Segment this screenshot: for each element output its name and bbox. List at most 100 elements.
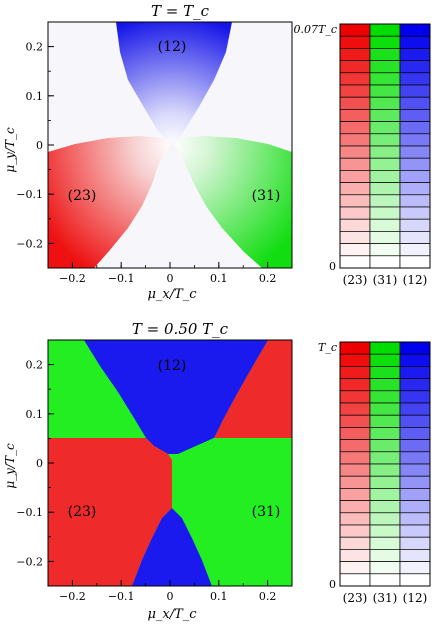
colorbar-cell [399,512,431,526]
colorbar-cell [399,218,431,232]
colorbar-cell [369,84,401,98]
colorbar-cell [399,206,431,220]
colorbar-cell [399,475,431,489]
panel-top: T = T_c −0.2 −0.1 0 0.1 0.2 0.2 0.1 0 −0.1 −0.2 (… [3,2,293,302]
region-23b-bottom [214,340,292,438]
x-tick-label: 0 [167,590,174,603]
colorbar-cell [339,451,371,465]
colorbar-cell [399,390,431,404]
colorbar-cell [399,439,431,453]
colorbar-min-label: 0 [329,578,336,591]
region-12b-bottom [132,508,212,586]
colorbar-cell [399,121,431,135]
region-label-23-top: (23) [68,188,97,204]
colorbar-cell [369,378,401,392]
colorbar-cell [339,145,371,159]
colorbar-cell [339,463,371,477]
y-tick-label: −0.1 [16,506,43,519]
colorbar-cell [399,255,431,269]
colorbar-cell [339,353,371,367]
region-31-top [174,136,292,268]
colorbar-cell [399,353,431,367]
y-tick-label: −0.1 [16,188,43,201]
colorbar-cell [399,60,431,74]
colorbar-cell [369,414,401,428]
x-tick-label: −0.2 [59,590,86,603]
ylabel-bottom: μ_y/T_c [3,443,17,489]
y-tick-label: −0.2 [16,237,43,250]
colorbar-cell [369,427,401,440]
colorbar-frame [339,341,431,587]
colorbar-cell [339,109,371,122]
colorbar-cell [369,475,401,489]
x-tick-label: −0.1 [108,272,135,285]
colorbar-cell [369,157,401,171]
colorbar-cell [369,206,401,220]
colorbar-cell [399,402,431,416]
colorbar-cell [369,353,401,367]
colorbar-cell [369,145,401,159]
colorbar-column-label: (12) [403,273,428,287]
colorbar-cell [399,573,431,587]
colorbar-cell [339,96,371,110]
y-tick-label: 0.2 [26,359,44,372]
colorbar-cell [369,561,401,575]
region-label-31-top: (31) [252,188,281,204]
colorbar-cell [399,48,431,61]
colorbar-max-label: 0.07T_c [294,23,338,36]
x-tick-label: 0.2 [259,272,277,285]
y-tick-label: 0.1 [26,408,44,421]
colorbar-cell [339,402,371,416]
colorbar-cell [339,243,371,257]
colorbar-cell [369,451,401,465]
colorbar-cell [339,536,371,550]
colorbar-cell [369,231,401,244]
colorbar-column-label: (31) [373,273,398,287]
colorbar-cell [369,488,401,501]
colorbar-cell [339,23,371,37]
colorbar-cell [369,182,401,196]
y-tick-label: −0.2 [16,555,43,568]
colorbar-cell [369,243,401,257]
colorbar-cell [369,23,401,37]
colorbar-cell [339,133,371,147]
colorbar-cell [369,366,401,379]
colorbar-cell [339,84,371,98]
colorbar-cell [399,488,431,501]
colorbar-cell [339,48,371,61]
colorbar-cell [399,72,431,86]
colorbar-cell [339,488,371,501]
y-tick-label: 0.2 [26,41,44,54]
colorbar-cell [339,170,371,183]
colorbar-cell [339,182,371,196]
colorbar-cell [339,255,371,269]
colorbar-cell [369,402,401,416]
colorbar-cell [339,60,371,74]
region-23-bottom [48,438,172,586]
colorbar-cell [369,121,401,135]
colorbar-cell [399,96,431,110]
colorbar-cell [399,341,431,355]
colorbar-cell [399,145,431,159]
colorbar-cell [339,194,371,208]
panel-top-title: T = T_c [151,2,210,20]
colorbar-cell [369,573,401,587]
colorbar-cell [399,182,431,196]
colorbar-cell [399,133,431,147]
x-tick-label: −0.1 [108,590,135,603]
colorbar-cell [339,218,371,232]
colorbar-cell [339,206,371,220]
colorbar-cell [399,35,431,49]
colorbar-cell [399,536,431,550]
region-label-31-bottom: (31) [252,504,281,520]
xlabel-bottom: μ_x/T_c [147,607,197,622]
colorbar-cell [339,390,371,404]
region-label-12-bottom: (12) [158,358,187,374]
y-tick-label: 0 [36,139,43,152]
region-label-12-top: (12) [158,39,187,55]
colorbar-cell [369,512,401,526]
colorbar-cell [369,439,401,453]
colorbar-cell [399,194,431,208]
colorbar-cell [399,231,431,244]
